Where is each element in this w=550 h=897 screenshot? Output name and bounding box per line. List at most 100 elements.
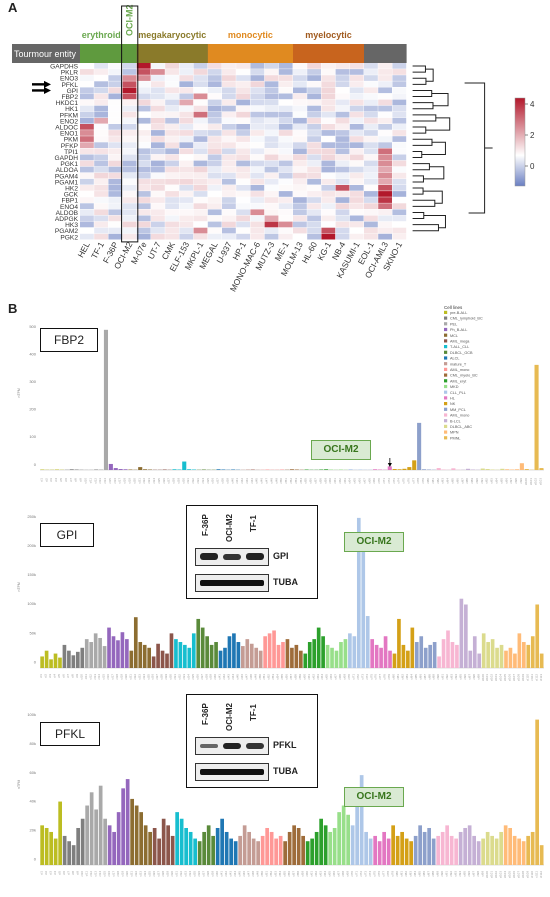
heatmap-cell: [222, 111, 236, 118]
heatmap-cell: [321, 105, 336, 112]
heatmap-cell: [122, 93, 137, 100]
x-tick-label: cl32: [179, 871, 183, 877]
heatmap-cell: [179, 160, 194, 167]
heatmap-cell: [179, 233, 194, 240]
heatmap-cell: [136, 117, 151, 124]
bar: [539, 845, 544, 865]
heatmap-cell: [250, 105, 265, 112]
y-tick-label: 80k: [30, 741, 36, 746]
x-tick-label: cl83: [405, 674, 409, 680]
bar: [490, 639, 495, 668]
x-tick-label: cl84: [446, 478, 450, 484]
heatmap-cell: [264, 172, 279, 179]
x-tick-label: cl94: [454, 674, 458, 680]
x-tick-label: cl68: [341, 871, 345, 877]
blot-lane-label: TF-1: [249, 704, 258, 721]
x-tick-label: cl9: [75, 871, 79, 875]
heatmap-cell: [392, 209, 407, 216]
heatmap-cell: [250, 69, 265, 75]
heatmap-cell: [264, 130, 279, 136]
heatmap-cell: [151, 136, 165, 142]
bar: [232, 633, 236, 668]
bar: [183, 644, 187, 668]
bar: [187, 647, 192, 668]
heatmap-cell: [165, 99, 179, 106]
bar: [485, 831, 490, 865]
heatmap-cell: [378, 154, 392, 161]
heatmap-cell: [122, 221, 137, 228]
heatmap-cell: [307, 154, 321, 161]
bar: [535, 604, 540, 668]
heatmap-cell: [165, 178, 179, 185]
heatmap-cell: [193, 166, 208, 173]
bar: [404, 838, 409, 865]
bar: [419, 636, 424, 668]
bar: [161, 818, 166, 865]
bar: [187, 469, 192, 470]
legend-swatch: [444, 322, 448, 326]
heatmap-cell: [378, 136, 392, 142]
heatmap-cell: [307, 75, 321, 81]
heatmap-cell: [278, 63, 293, 69]
x-tick-label: cl47: [244, 674, 248, 680]
x-tick-label: cl25: [157, 478, 161, 484]
blot-lane-label: OCI-M2: [225, 514, 234, 542]
x-tick-label: cl103: [498, 871, 502, 879]
heatmap-cell: [193, 75, 208, 81]
y-tick-label: 40k: [30, 799, 36, 804]
heatmap-cell: [122, 160, 137, 167]
heatmap-cell: [307, 111, 321, 118]
bar: [387, 466, 392, 470]
gene-label: ENO1: [60, 131, 78, 138]
x-tick-label: cl51: [262, 674, 266, 680]
bar: [414, 642, 419, 668]
x-tick-label: cl8: [71, 871, 75, 875]
x-tick-label: cl77: [411, 478, 415, 484]
legend-swatch: [444, 390, 448, 394]
heatmap-cell: [321, 75, 336, 81]
heatmap-cell: [222, 233, 236, 240]
x-tick-label: cl21: [137, 478, 141, 484]
heatmap-cell: [349, 87, 364, 94]
x-tick-label: cl47: [265, 478, 269, 484]
x-tick-label: cl20: [125, 871, 129, 877]
x-tick-label: cl73: [392, 478, 396, 484]
heatmap-cell: [165, 117, 179, 124]
heatmap-cell: [321, 87, 336, 94]
bar: [160, 650, 165, 668]
bar: [407, 467, 412, 470]
heatmap-cell: [136, 69, 151, 75]
gene-label: ENO2: [60, 118, 78, 125]
x-tick-label: cl55: [282, 871, 286, 877]
dendrogram-branch: [423, 166, 445, 180]
y-axis-label: nTPM: [17, 780, 21, 789]
heatmap-cell: [378, 75, 392, 81]
x-tick-label: cl101: [485, 674, 489, 682]
heatmap-cell: [321, 215, 336, 222]
entity-group-block: [136, 44, 208, 63]
x-tick-label: cl79: [387, 674, 391, 680]
x-tick-label: cl106: [508, 674, 512, 682]
bar: [504, 650, 508, 668]
heatmap-cell: [179, 117, 194, 124]
heatmap-cell: [151, 148, 165, 155]
heatmap-cell: [264, 221, 279, 228]
heatmap-cell: [222, 215, 236, 222]
x-tick-label: cl51: [284, 478, 288, 484]
bar: [223, 647, 227, 668]
heatmap-cell: [108, 63, 123, 69]
heatmap-cell: [108, 209, 123, 216]
x-tick-label: cl2: [44, 674, 48, 678]
heatmap-cell: [122, 215, 137, 222]
bar: [278, 835, 283, 865]
x-tick-label: cl68: [338, 674, 342, 680]
heatmap-cell: [222, 160, 236, 167]
gene-label: ALDOC: [55, 125, 78, 132]
heatmap-cell: [378, 93, 392, 100]
heatmap-cell: [151, 69, 165, 75]
heatmap-cell: [222, 197, 236, 203]
dendrogram-branch: [412, 224, 439, 232]
heatmap-cell: [136, 142, 151, 148]
heatmap-cell: [364, 166, 378, 173]
x-tick-label: cl82: [401, 674, 405, 680]
